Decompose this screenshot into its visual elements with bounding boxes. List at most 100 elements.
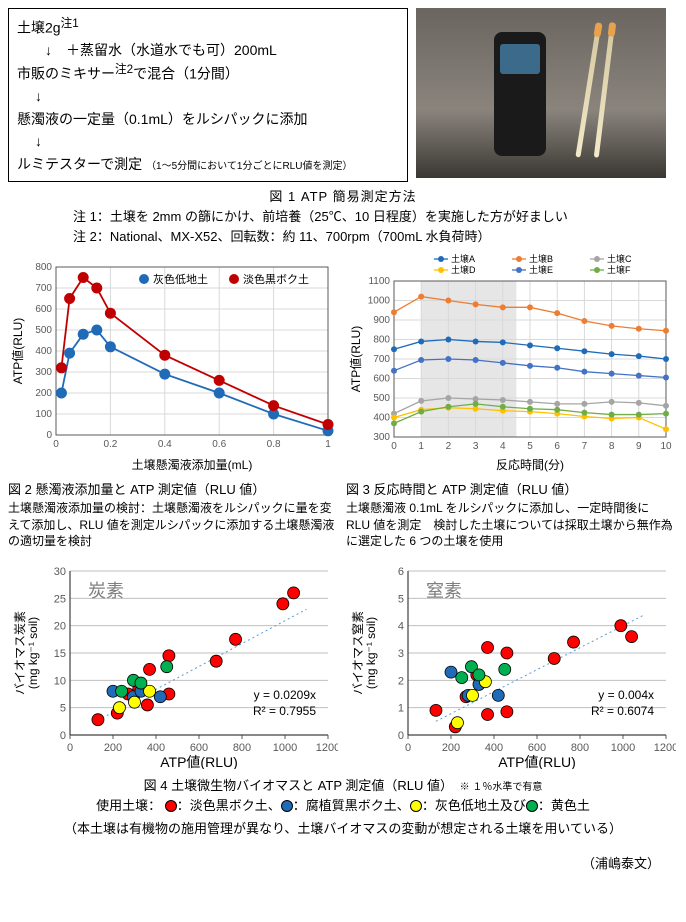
legend-text: ：黄色土 <box>538 798 590 813</box>
proc-line1: 土壌2g <box>17 20 61 36</box>
legend-marker <box>526 800 538 812</box>
legend-marker <box>281 800 293 812</box>
legend-label: 使用土壌： <box>96 798 161 813</box>
svg-text:ATP値(RLU): ATP値(RLU) <box>498 754 576 769</box>
svg-text:10: 10 <box>54 675 66 687</box>
svg-text:バイオマス窒素: バイオマス窒素 <box>350 611 365 695</box>
svg-text:600: 600 <box>373 374 390 385</box>
svg-text:y = 0.004x: y = 0.004x <box>598 688 654 702</box>
proc-line7a: ルミテスターで測定 <box>17 156 142 172</box>
fig3-chart: 3004005006007008009001000110001234567891… <box>346 253 676 473</box>
svg-text:1200: 1200 <box>316 742 338 754</box>
svg-text:800: 800 <box>373 335 390 346</box>
author: （浦嶋泰文） <box>8 853 660 872</box>
svg-text:0: 0 <box>46 430 52 441</box>
svg-text:500: 500 <box>373 393 390 404</box>
fig3-desc: 土壌懸濁液 0.1mL をルシパックに添加し、一定時間後に RLU 値を測定 検… <box>346 500 676 549</box>
svg-text:300: 300 <box>35 367 52 378</box>
svg-text:5: 5 <box>60 703 66 715</box>
svg-text:9: 9 <box>636 441 642 452</box>
svg-text:400: 400 <box>485 742 503 754</box>
svg-text:400: 400 <box>35 346 52 357</box>
legend-text: ：灰色低地土及び <box>422 798 526 813</box>
svg-text:200: 200 <box>442 742 460 754</box>
proc-arrow2: ↓ <box>35 85 399 107</box>
fig4-note: ※ １％水準で有意 <box>460 782 543 793</box>
svg-text:ATP値(RLU): ATP値(RLU) <box>160 754 238 769</box>
svg-text:1: 1 <box>325 439 331 450</box>
svg-text:6: 6 <box>554 441 560 452</box>
svg-text:100: 100 <box>35 409 52 420</box>
svg-text:800: 800 <box>571 742 589 754</box>
svg-text:400: 400 <box>147 742 165 754</box>
svg-text:1: 1 <box>418 441 424 452</box>
proc-line7b: （1～5分間において1分ごとにRLU値を測定） <box>146 161 352 172</box>
svg-text:灰色低地土: 灰色低地土 <box>153 272 208 286</box>
svg-text:土壌B: 土壌B <box>529 253 553 264</box>
svg-text:1000: 1000 <box>273 742 297 754</box>
svg-text:4: 4 <box>398 621 404 633</box>
svg-text:土壌A: 土壌A <box>451 253 475 264</box>
svg-text:0.2: 0.2 <box>103 439 117 450</box>
svg-text:土壌懸濁液添加量(mL): 土壌懸濁液添加量(mL) <box>132 457 253 472</box>
svg-text:500: 500 <box>35 325 52 336</box>
note2: 注 2：National、MX-X52、回転数：約 11、700rpm（700m… <box>73 227 678 247</box>
svg-text:土壌E: 土壌E <box>529 264 553 275</box>
svg-text:y = 0.0209x: y = 0.0209x <box>254 688 316 702</box>
svg-text:8: 8 <box>609 441 615 452</box>
svg-text:1: 1 <box>398 703 404 715</box>
svg-text:0: 0 <box>405 742 411 754</box>
svg-text:600: 600 <box>528 742 546 754</box>
svg-text:700: 700 <box>35 283 52 294</box>
svg-text:2: 2 <box>398 675 404 687</box>
svg-text:4: 4 <box>500 441 506 452</box>
svg-text:30: 30 <box>54 566 66 578</box>
svg-text:600: 600 <box>35 304 52 315</box>
procedure-box: 土壌2g注1 ↓ ＋蒸留水（水道水でも可）200mL 市販のミキサー注2で混合（… <box>8 8 408 182</box>
svg-text:土壌C: 土壌C <box>607 253 632 264</box>
svg-text:(mg kg⁻¹ soil): (mg kg⁻¹ soil) <box>26 617 40 689</box>
fig1-caption: 図 1 ATP 簡易測定方法 <box>8 186 678 205</box>
svg-text:(mg kg⁻¹ soil): (mg kg⁻¹ soil) <box>364 617 378 689</box>
proc-line5: 懸濁液の一定量（0.1mL）をルシパックに添加 <box>17 108 399 130</box>
fig2-chart: 010020030040050060070080000.20.40.60.81灰… <box>8 253 338 473</box>
svg-text:200: 200 <box>104 742 122 754</box>
svg-text:0.4: 0.4 <box>158 439 172 450</box>
fig4-left-chart: 051015202530020040060080010001200炭素y = 0… <box>8 559 338 769</box>
svg-text:0: 0 <box>67 742 73 754</box>
legend-text: ：淡色黒ボク土、 <box>177 798 281 813</box>
fig4-right-chart: 0123456020040060080010001200窒素y = 0.004x… <box>346 559 676 769</box>
device-photo <box>416 8 666 178</box>
svg-text:R² = 0.6074: R² = 0.6074 <box>591 704 654 718</box>
svg-text:1000: 1000 <box>368 296 391 307</box>
svg-text:ATP値(RLU): ATP値(RLU) <box>348 326 363 392</box>
svg-text:R² = 0.7955: R² = 0.7955 <box>253 704 316 718</box>
proc-sup1: 注1 <box>61 17 79 30</box>
svg-text:反応時間(分): 反応時間(分) <box>496 458 564 472</box>
svg-text:300: 300 <box>373 432 390 443</box>
svg-text:0: 0 <box>391 441 397 452</box>
svg-text:5: 5 <box>398 593 404 605</box>
svg-text:800: 800 <box>233 742 251 754</box>
svg-text:10: 10 <box>660 441 672 452</box>
svg-text:1000: 1000 <box>611 742 635 754</box>
fig2-desc: 土壌懸濁液添加量の検討：土壌懸濁液をルシパックに量を変えて添加し、RLU 値を測… <box>8 500 338 549</box>
svg-text:0: 0 <box>60 730 66 742</box>
svg-text:20: 20 <box>54 621 66 633</box>
proc-line2: ↓ ＋蒸留水（水道水でも可）200mL <box>45 39 399 61</box>
note1: 注 1：土壌を 2mm の篩にかけ、前培養（25℃、10 日程度）を実施した方が… <box>73 207 678 227</box>
svg-text:700: 700 <box>373 354 390 365</box>
svg-text:1100: 1100 <box>368 276 390 287</box>
svg-text:バイオマス炭素: バイオマス炭素 <box>13 611 27 695</box>
proc-line3b: で混合（1分間） <box>133 66 239 82</box>
svg-text:6: 6 <box>398 566 404 578</box>
svg-text:5: 5 <box>527 441 533 452</box>
svg-text:窒素: 窒素 <box>426 581 462 601</box>
svg-text:7: 7 <box>582 441 588 452</box>
svg-text:25: 25 <box>54 593 66 605</box>
svg-text:0: 0 <box>53 439 59 450</box>
fig2-title: 図 2 懸濁液添加量と ATP 測定値（RLU 値） <box>8 479 338 498</box>
svg-text:200: 200 <box>35 388 52 399</box>
svg-text:800: 800 <box>35 262 52 273</box>
legend-marker <box>410 800 422 812</box>
